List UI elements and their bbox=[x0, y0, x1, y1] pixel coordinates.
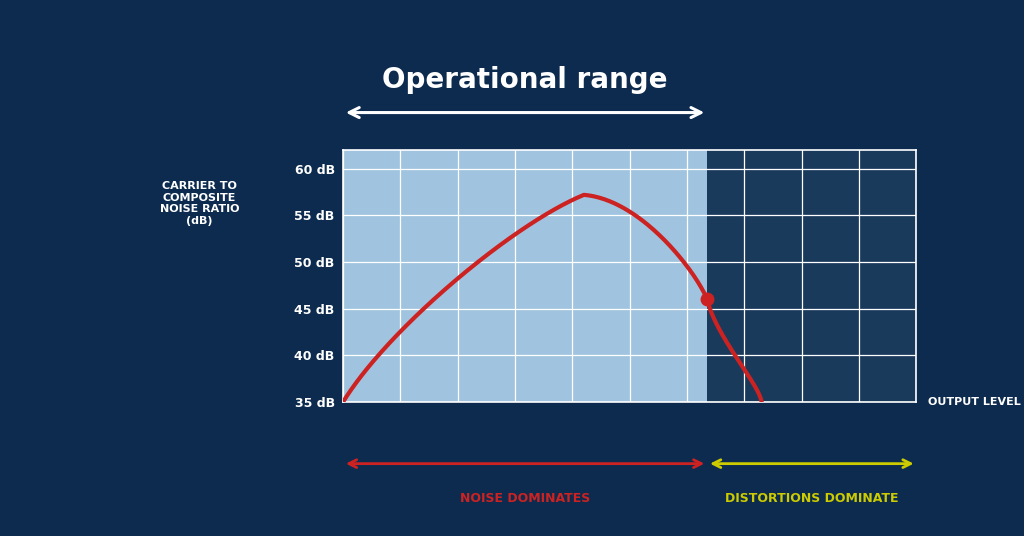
Text: DISTORTIONS DOMINATE: DISTORTIONS DOMINATE bbox=[725, 492, 899, 505]
Bar bbox=[343, 150, 708, 402]
Text: OUTPUT LEVEL (dBmV): OUTPUT LEVEL (dBmV) bbox=[928, 397, 1024, 407]
Text: Operational range: Operational range bbox=[382, 66, 668, 94]
Text: NOISE DOMINATES: NOISE DOMINATES bbox=[460, 492, 590, 505]
Text: CARRIER TO
COMPOSITE
NOISE RATIO
(dB): CARRIER TO COMPOSITE NOISE RATIO (dB) bbox=[160, 181, 240, 226]
